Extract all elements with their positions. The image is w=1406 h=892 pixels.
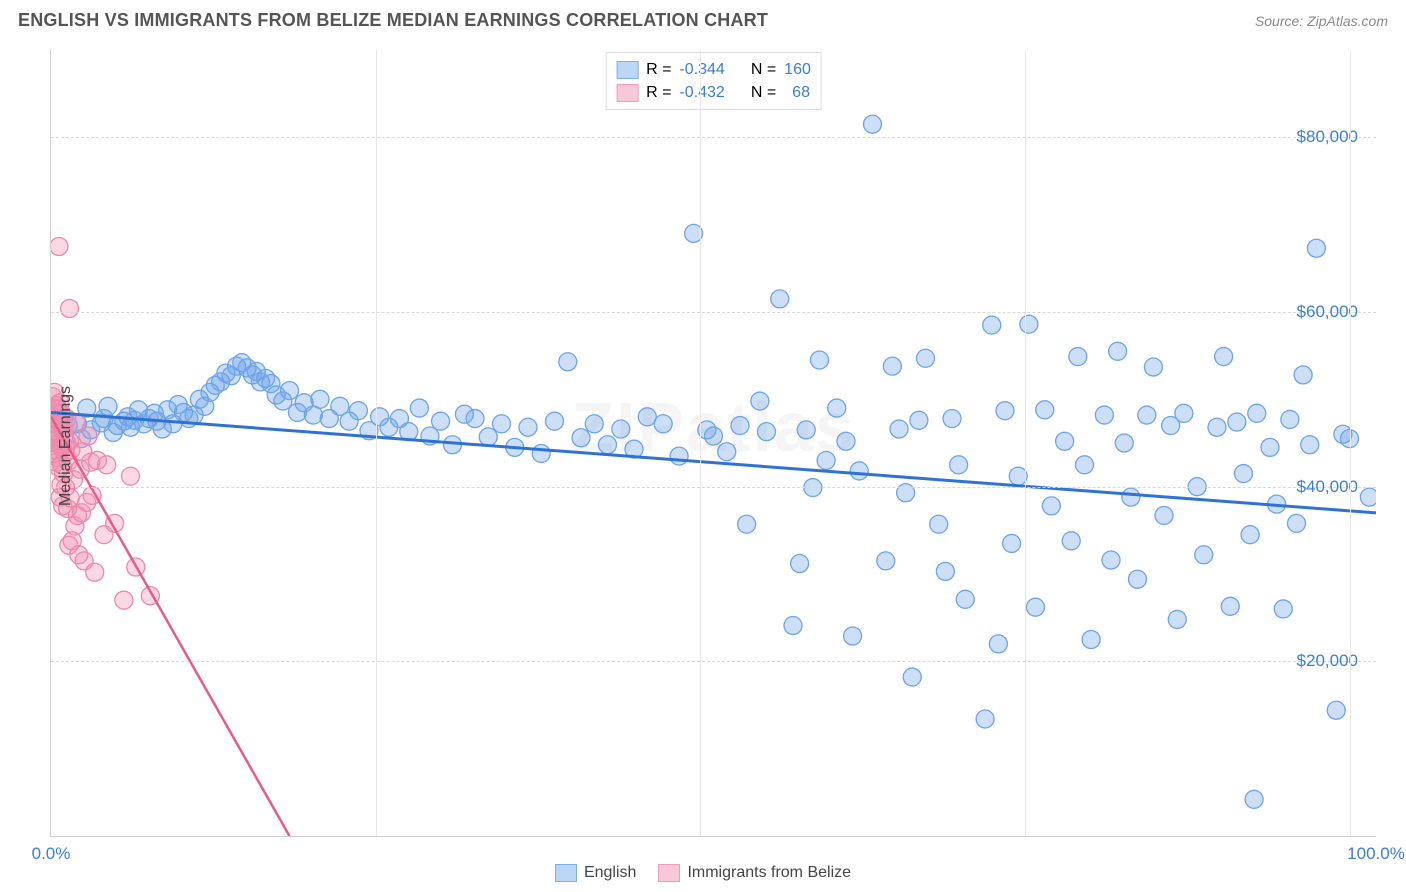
r-label: R = (646, 81, 671, 104)
swatch-english (616, 61, 638, 79)
chart-svg (51, 50, 1376, 836)
source-label: Source: (1255, 13, 1303, 29)
swatch-belize (616, 84, 638, 102)
y-axis-label: Median Earnings (57, 386, 75, 506)
legend-label-belize: Immigrants from Belize (687, 864, 851, 882)
chart-source: Source: ZipAtlas.com (1255, 13, 1388, 29)
n-label: N = (751, 81, 776, 104)
legend-label-english: English (584, 864, 636, 882)
plot-area: ZIPatlas R = -0.344 N = 160 R = -0.432 N… (50, 50, 1376, 837)
n-label: N = (751, 58, 776, 81)
n-value-belize: 68 (784, 81, 810, 104)
x-tick-label: 0.0% (32, 844, 71, 864)
legend-item-english: English (555, 864, 636, 882)
legend-row-english: R = -0.344 N = 160 (616, 58, 811, 81)
source-name: ZipAtlas.com (1307, 13, 1388, 29)
chart-title: ENGLISH VS IMMIGRANTS FROM BELIZE MEDIAN… (18, 10, 768, 31)
r-value-belize: -0.432 (679, 81, 724, 104)
legend-row-belize: R = -0.432 N = 68 (616, 81, 811, 104)
swatch-belize (658, 864, 680, 882)
correlation-legend: R = -0.344 N = 160 R = -0.432 N = 68 (605, 52, 822, 110)
r-label: R = (646, 58, 671, 81)
swatch-english (555, 864, 577, 882)
n-value-english: 160 (784, 58, 811, 81)
r-value-english: -0.344 (679, 58, 724, 81)
series-legend: English Immigrants from Belize (0, 864, 1406, 882)
x-tick-label: 100.0% (1347, 844, 1405, 864)
legend-item-belize: Immigrants from Belize (658, 864, 851, 882)
